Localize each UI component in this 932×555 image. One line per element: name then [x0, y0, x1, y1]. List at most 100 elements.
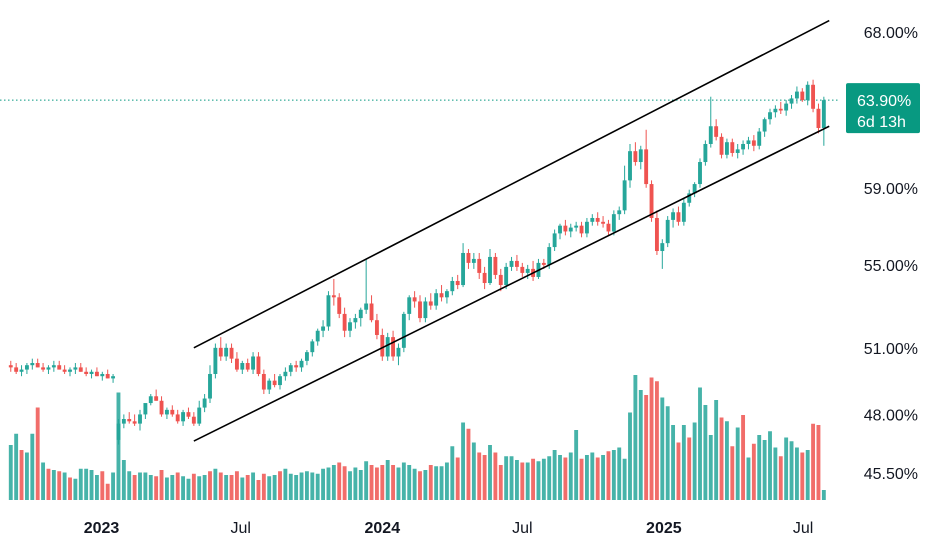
- candle: [681, 199, 686, 226]
- volume-bar: [644, 395, 649, 500]
- volume-bar: [708, 435, 713, 500]
- candle-body: [606, 223, 611, 232]
- candle-body: [385, 337, 390, 357]
- volume-bar: [121, 460, 126, 500]
- candle-body: [19, 369, 24, 372]
- candle: [730, 138, 735, 157]
- candle: [762, 117, 767, 137]
- volume-bar: [24, 452, 29, 500]
- volume-bar: [170, 475, 175, 500]
- volume-bar: [816, 425, 821, 500]
- candle: [294, 360, 299, 372]
- candle-body: [778, 108, 783, 111]
- candle-body: [164, 409, 169, 415]
- candle: [380, 328, 385, 361]
- volume-bar: [611, 450, 616, 500]
- candle-body: [159, 400, 164, 415]
- candle: [579, 221, 584, 238]
- volume-bar: [504, 456, 509, 500]
- channel-lower-line: [193, 125, 830, 442]
- volume-bar: [175, 472, 180, 500]
- candle-body: [229, 347, 234, 359]
- volume-bar: [563, 457, 568, 500]
- volume-bar: [111, 472, 116, 500]
- y-axis: 68.00% 59.00% 55.00% 51.00% 48.00% 45.50%: [864, 25, 918, 483]
- candle: [310, 339, 315, 357]
- volume-bar: [692, 422, 697, 500]
- candle-body: [127, 419, 132, 422]
- volume-bar: [138, 472, 142, 500]
- candle: [821, 96, 826, 146]
- candle: [428, 293, 433, 310]
- candle: [30, 358, 35, 370]
- volume-bar: [353, 467, 358, 500]
- candle-body: [735, 149, 740, 153]
- candle-body: [35, 363, 40, 368]
- volume-bar: [633, 375, 638, 500]
- volume-bar: [261, 473, 266, 500]
- volume-bar: [342, 466, 347, 500]
- candle: [304, 349, 309, 366]
- volume-bar: [186, 478, 191, 500]
- candle: [175, 409, 180, 424]
- candle-body: [751, 140, 756, 146]
- candle-body: [310, 341, 315, 353]
- candle: [299, 358, 304, 372]
- candle-body: [337, 297, 342, 314]
- candle: [660, 239, 665, 269]
- volume-bar: [450, 446, 455, 500]
- candle: [805, 81, 810, 106]
- candle: [692, 182, 697, 198]
- candle-body: [46, 367, 51, 370]
- candle: [751, 135, 756, 152]
- candle: [401, 311, 406, 353]
- candle-body: [649, 184, 654, 218]
- candle-body: [224, 347, 229, 357]
- volume-bar: [547, 456, 552, 500]
- candle: [342, 307, 347, 338]
- volume-bar: [741, 415, 746, 500]
- candle-body: [757, 131, 762, 146]
- volume-bar: [89, 470, 94, 500]
- candle: [509, 256, 514, 271]
- candle: [234, 352, 239, 372]
- volume-bar: [84, 468, 89, 500]
- candle: [369, 295, 374, 323]
- volume-bar: [283, 468, 288, 500]
- candle-body: [547, 247, 552, 265]
- candle-body: [418, 301, 422, 319]
- volume-bar: [267, 476, 272, 500]
- candle: [267, 378, 272, 395]
- candle: [773, 105, 778, 118]
- candle-body: [568, 227, 573, 232]
- candle: [358, 307, 363, 327]
- volume-bar: [703, 405, 708, 500]
- candle: [111, 373, 116, 383]
- candle: [461, 243, 466, 288]
- candle-body: [170, 409, 175, 415]
- trend-channel: [193, 19, 830, 442]
- candle-body: [676, 212, 681, 222]
- volume-bar: [428, 465, 433, 500]
- candle: [8, 360, 13, 372]
- volume-bar: [391, 465, 396, 500]
- candle-body: [482, 272, 487, 284]
- volume-bar: [805, 450, 810, 500]
- volume-bar: [315, 473, 320, 500]
- y-tick-label: 48.00%: [864, 407, 918, 424]
- candle: [51, 360, 56, 372]
- volume-bar: [364, 461, 369, 500]
- candle: [768, 108, 772, 125]
- price-badge-countdown: 6d 13h: [857, 114, 906, 131]
- candle: [638, 145, 643, 170]
- volume-bar: [154, 476, 159, 500]
- candle-body: [288, 365, 293, 372]
- candle-body: [439, 293, 444, 298]
- price-badge[interactable]: 63.90% 6d 13h: [846, 83, 920, 134]
- candle-body: [148, 396, 153, 404]
- candle-body: [272, 380, 277, 386]
- candle: [466, 249, 471, 269]
- candle-body: [121, 419, 126, 424]
- candle: [261, 369, 266, 395]
- candle: [724, 138, 729, 159]
